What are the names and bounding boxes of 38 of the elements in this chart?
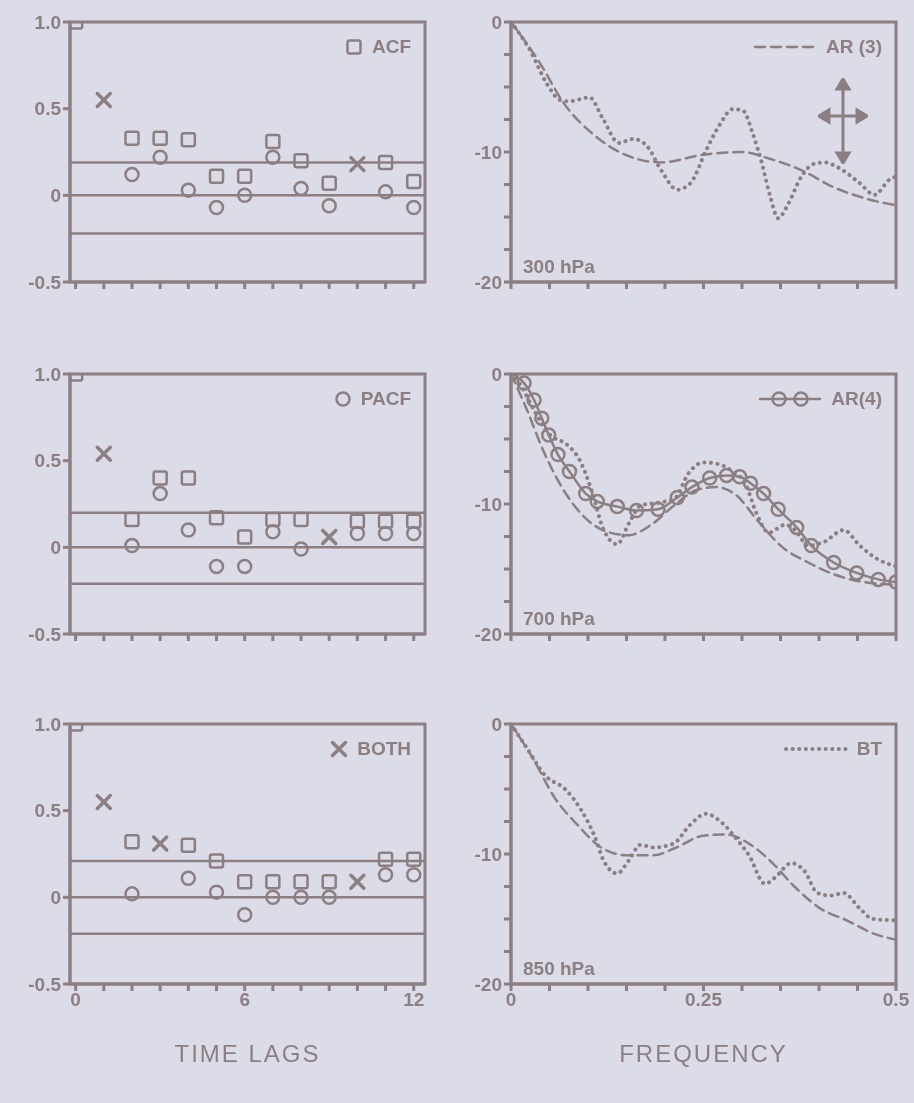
y-tick-label: -0.5 [28, 623, 62, 645]
y-tick-label: -20 [474, 973, 502, 995]
y-tick-label: -10 [474, 843, 502, 865]
y-tick-label: 0.5 [34, 450, 62, 472]
y-tick-label: -10 [474, 493, 502, 515]
x-tick-label: 0 [505, 989, 517, 1011]
y-tick-label: 1.0 [34, 11, 61, 33]
y-tick-label: 0 [491, 713, 502, 735]
annotation: 700 hPa [523, 608, 595, 630]
y-tick-label: -0.5 [28, 973, 62, 995]
y-tick-label: 0 [50, 185, 61, 207]
x-axis-title: TIME LAGS [174, 1040, 321, 1067]
x-tick-label: 6 [239, 989, 250, 1011]
y-tick-label: -20 [474, 623, 502, 645]
y-tick-label: 1.0 [34, 713, 61, 735]
x-tick-label: 12 [403, 989, 425, 1011]
y-tick-label: 0 [50, 537, 61, 559]
annotation: 850 hPa [523, 958, 595, 980]
y-tick-label: 0.5 [34, 98, 62, 120]
legend-label: AR (3) [826, 36, 882, 58]
y-tick-label: 0.5 [34, 800, 62, 822]
legend-label: BT [856, 738, 882, 760]
x-tick-label: 0 [70, 989, 81, 1011]
annotation: 300 hPa [523, 256, 595, 278]
y-tick-label: -0.5 [28, 271, 62, 293]
legend-label: ACF [371, 36, 411, 58]
x-tick-label: 0.25 [685, 989, 723, 1011]
y-tick-label: 1.0 [34, 363, 61, 385]
y-tick-label: -10 [474, 141, 502, 163]
x-axis-title: FREQUENCY [619, 1040, 788, 1067]
x-tick-label: 0.5 [882, 989, 910, 1011]
legend-label: PACF [360, 388, 411, 410]
y-tick-label: 0 [50, 887, 61, 909]
legend-label: AR(4) [831, 388, 882, 410]
y-tick-label: 0 [491, 363, 502, 385]
y-tick-label: -20 [474, 271, 502, 293]
y-tick-label: 0 [491, 11, 502, 33]
legend-label: BOTH [357, 738, 411, 760]
